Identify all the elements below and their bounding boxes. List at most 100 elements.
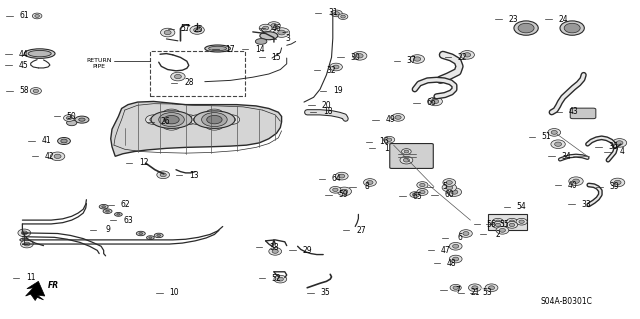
- Ellipse shape: [278, 30, 285, 35]
- Ellipse shape: [255, 39, 267, 44]
- Text: 60: 60: [444, 190, 454, 199]
- Ellipse shape: [164, 30, 171, 35]
- Text: 2: 2: [495, 230, 500, 239]
- Text: 59: 59: [338, 190, 348, 199]
- Ellipse shape: [67, 120, 77, 126]
- Ellipse shape: [612, 138, 627, 147]
- Ellipse shape: [330, 186, 341, 193]
- Ellipse shape: [146, 115, 161, 124]
- Ellipse shape: [35, 14, 40, 17]
- Ellipse shape: [182, 115, 197, 124]
- Ellipse shape: [404, 150, 409, 153]
- Ellipse shape: [167, 122, 176, 127]
- Ellipse shape: [205, 109, 224, 121]
- Text: 40: 40: [568, 181, 578, 189]
- Ellipse shape: [224, 115, 240, 124]
- Bar: [150, 51, 245, 96]
- Ellipse shape: [400, 156, 413, 164]
- Ellipse shape: [18, 229, 31, 237]
- Text: S04A-B0301C: S04A-B0301C: [541, 297, 593, 306]
- Ellipse shape: [106, 210, 109, 212]
- Ellipse shape: [555, 142, 561, 146]
- Text: 62: 62: [120, 200, 131, 209]
- Ellipse shape: [262, 26, 269, 30]
- Ellipse shape: [569, 177, 583, 186]
- Ellipse shape: [452, 257, 459, 261]
- Text: 36: 36: [608, 142, 618, 151]
- Ellipse shape: [451, 190, 458, 194]
- Ellipse shape: [443, 179, 456, 186]
- Ellipse shape: [162, 109, 181, 121]
- Text: 33: 33: [581, 200, 591, 209]
- Text: 52: 52: [271, 274, 282, 283]
- Text: 10: 10: [169, 288, 179, 297]
- Ellipse shape: [274, 275, 287, 283]
- Ellipse shape: [485, 284, 498, 292]
- Ellipse shape: [136, 231, 145, 236]
- Bar: [488, 214, 527, 230]
- Text: 48: 48: [447, 259, 457, 268]
- Text: 51: 51: [541, 132, 552, 141]
- Text: 56: 56: [486, 220, 497, 229]
- Ellipse shape: [488, 286, 495, 290]
- Ellipse shape: [205, 119, 224, 130]
- Ellipse shape: [446, 181, 452, 184]
- Text: 37: 37: [406, 56, 417, 65]
- Polygon shape: [111, 101, 282, 156]
- Ellipse shape: [341, 189, 348, 194]
- Ellipse shape: [272, 249, 278, 253]
- Text: 27: 27: [356, 226, 366, 235]
- Ellipse shape: [452, 244, 459, 248]
- Text: 66: 66: [426, 98, 436, 107]
- Ellipse shape: [509, 223, 515, 226]
- Ellipse shape: [420, 190, 425, 194]
- Ellipse shape: [472, 286, 478, 290]
- Text: 25: 25: [193, 25, 204, 34]
- Text: 47: 47: [440, 246, 451, 255]
- Ellipse shape: [160, 173, 166, 177]
- Text: 49: 49: [385, 115, 396, 124]
- Ellipse shape: [79, 118, 85, 121]
- Ellipse shape: [207, 115, 222, 124]
- Ellipse shape: [364, 179, 376, 186]
- Ellipse shape: [573, 179, 579, 183]
- Ellipse shape: [28, 50, 51, 57]
- Ellipse shape: [259, 24, 272, 32]
- Text: 28: 28: [184, 78, 193, 87]
- Text: 30: 30: [350, 53, 360, 62]
- Text: 46: 46: [271, 24, 282, 33]
- FancyBboxPatch shape: [390, 144, 433, 168]
- Text: 53: 53: [483, 288, 493, 297]
- Ellipse shape: [460, 51, 474, 59]
- Text: 19: 19: [333, 86, 343, 95]
- Ellipse shape: [463, 232, 469, 235]
- Ellipse shape: [428, 97, 442, 106]
- Ellipse shape: [495, 223, 500, 226]
- Ellipse shape: [499, 228, 506, 232]
- Ellipse shape: [164, 115, 179, 124]
- Text: 38: 38: [269, 243, 279, 252]
- Ellipse shape: [417, 189, 428, 195]
- Ellipse shape: [506, 221, 518, 228]
- Ellipse shape: [20, 238, 29, 241]
- Ellipse shape: [117, 214, 120, 215]
- Ellipse shape: [492, 218, 504, 225]
- Ellipse shape: [496, 226, 509, 234]
- Text: 1: 1: [384, 144, 389, 153]
- Ellipse shape: [551, 140, 565, 149]
- Ellipse shape: [20, 240, 33, 248]
- Ellipse shape: [274, 28, 290, 37]
- Ellipse shape: [560, 21, 584, 35]
- Ellipse shape: [387, 138, 392, 141]
- Ellipse shape: [189, 115, 205, 124]
- Ellipse shape: [186, 117, 193, 122]
- Ellipse shape: [453, 286, 458, 289]
- Ellipse shape: [339, 174, 345, 178]
- Text: 12: 12: [140, 158, 148, 167]
- Ellipse shape: [367, 181, 373, 184]
- Text: 32: 32: [326, 66, 337, 75]
- Ellipse shape: [339, 14, 348, 19]
- Text: 3: 3: [285, 34, 291, 43]
- Text: 31: 31: [328, 8, 338, 17]
- Text: 44: 44: [18, 50, 28, 59]
